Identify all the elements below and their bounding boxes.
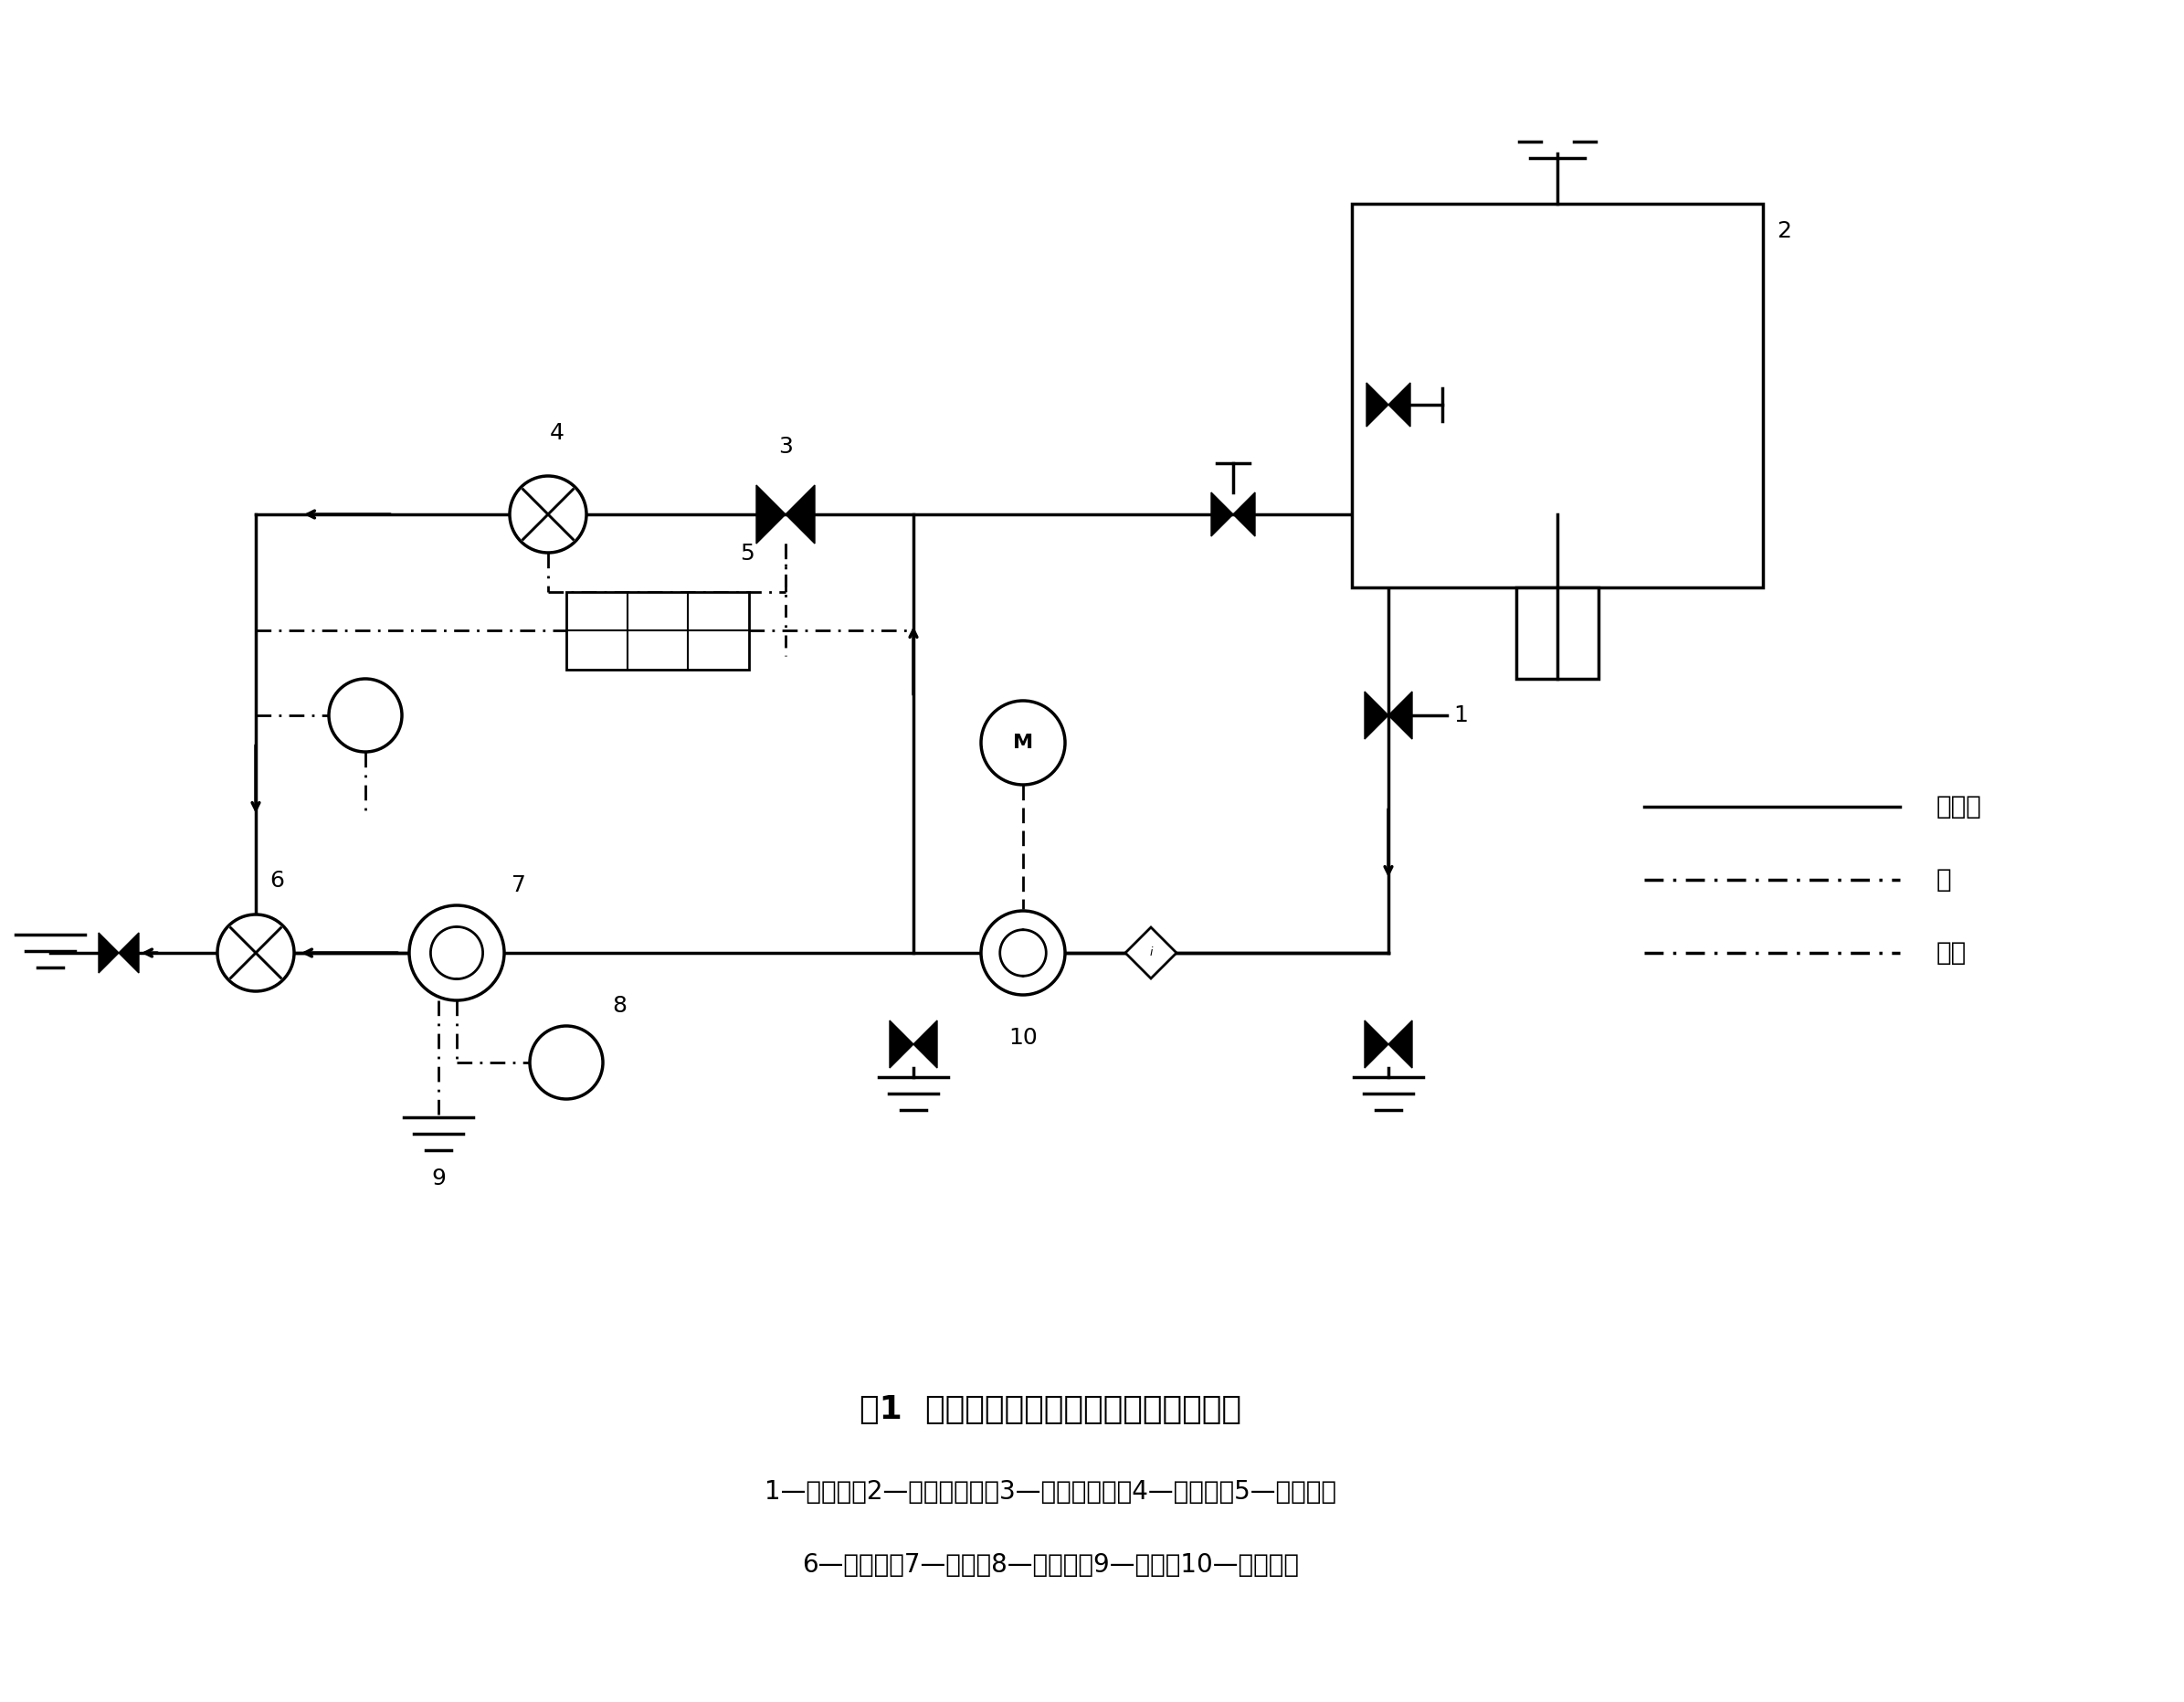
Bar [1352,204,1762,587]
Circle shape [330,679,402,752]
Text: 3: 3 [778,436,793,458]
Circle shape [408,905,505,1001]
Polygon shape [1365,691,1389,739]
Polygon shape [98,933,118,974]
Circle shape [509,477,587,553]
Bar [1516,587,1599,679]
Polygon shape [913,1021,937,1067]
Text: 9: 9 [430,1168,446,1190]
Polygon shape [1367,383,1389,427]
Polygon shape [1389,383,1411,427]
Text: M: M [1013,734,1033,752]
Circle shape [981,911,1066,996]
Text: 泡沫液: 泡沫液 [1937,793,1983,819]
Text: 10: 10 [1009,1026,1037,1048]
Text: 6—流量计；7—水泵；8—压力表；9—水源；10—泡沫液泵: 6—流量计；7—水泵；8—压力表；9—水源；10—泡沫液泵 [802,1552,1299,1578]
Text: 图1  典型计量注入式比例混合装置流程图: 图1 典型计量注入式比例混合装置流程图 [860,1394,1241,1425]
Polygon shape [1365,1021,1389,1067]
Text: 电控: 电控 [1937,940,1968,965]
Polygon shape [889,1021,913,1067]
Text: 2: 2 [1776,220,1791,242]
Polygon shape [1389,1021,1413,1067]
Text: 8: 8 [612,996,627,1016]
Text: 7: 7 [511,875,526,897]
Text: 水: 水 [1937,866,1952,892]
Text: i: i [1149,946,1153,958]
Text: 1: 1 [1452,705,1468,727]
Polygon shape [1234,492,1256,536]
Circle shape [218,914,295,991]
Text: 1—截止阀；2—泡沫液储罐；3—电动计量阀；4—流量计；5—电控器；: 1—截止阀；2—泡沫液储罐；3—电动计量阀；4—流量计；5—电控器； [764,1479,1337,1505]
Text: 4: 4 [550,422,563,444]
Bar [566,592,749,669]
Text: 5: 5 [740,543,753,565]
Polygon shape [1389,691,1413,739]
Polygon shape [118,933,140,974]
Circle shape [981,701,1066,785]
Polygon shape [1212,492,1234,536]
Polygon shape [1125,928,1177,979]
Text: 6: 6 [269,870,284,892]
Polygon shape [756,485,786,543]
Polygon shape [786,485,815,543]
Circle shape [531,1026,603,1099]
